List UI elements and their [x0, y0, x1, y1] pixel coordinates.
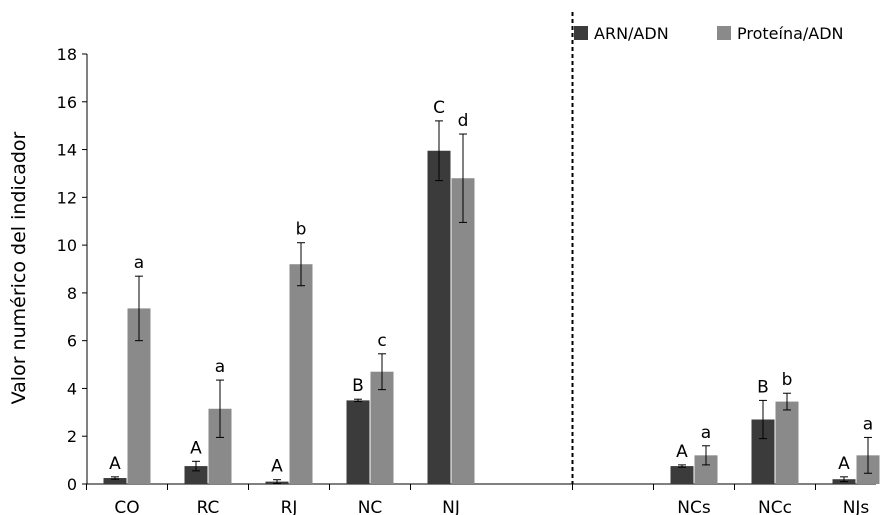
- legend-swatch: [717, 26, 731, 40]
- bar: [127, 308, 151, 484]
- significance-label: b: [782, 370, 793, 390]
- x-category-label: CO: [114, 498, 139, 515]
- bar: [346, 400, 370, 484]
- significance-label: c: [377, 331, 386, 351]
- bars-layer: [103, 150, 880, 484]
- significance-label: A: [271, 457, 283, 477]
- bar: [670, 466, 694, 484]
- significance-label: a: [134, 253, 144, 273]
- significance-label: B: [757, 377, 769, 397]
- y-axis-title: Valor numérico del indicador: [8, 131, 30, 404]
- x-category-label: NCs: [677, 498, 711, 515]
- y-tick-label: 10: [57, 236, 77, 255]
- error-bars-layer: [111, 120, 872, 485]
- y-tick-label: 16: [57, 93, 77, 112]
- y-tick-label: 2: [67, 427, 77, 446]
- bar: [103, 478, 127, 484]
- legend: ARN/ADN Proteína/ADN: [574, 24, 844, 43]
- bar: [775, 401, 799, 484]
- bar: [427, 150, 451, 484]
- significance-label: A: [838, 454, 850, 474]
- y-tick-label: 18: [57, 45, 77, 64]
- bar: [289, 264, 313, 484]
- y-tick-label: 0: [67, 475, 77, 494]
- legend-label: Proteína/ADN: [737, 24, 844, 43]
- significance-label: A: [109, 454, 121, 474]
- bar: [751, 419, 775, 484]
- x-category-label: NJ: [442, 498, 460, 515]
- significance-label: B: [352, 376, 364, 396]
- bar: [694, 455, 718, 484]
- y-tick-label: 12: [57, 188, 77, 207]
- significance-label: a: [215, 357, 225, 377]
- bar: [451, 178, 475, 484]
- y-tick-label: 4: [67, 379, 77, 398]
- significance-label: a: [863, 414, 873, 434]
- significance-label: a: [701, 423, 711, 443]
- labels-layer: AAABCABABaabcdabacCORCRJNCNJNCsNCcNJsNJc: [109, 98, 873, 515]
- x-category-label: NJs: [843, 498, 870, 515]
- y-tick-label: 14: [57, 141, 77, 160]
- x-category-label: NCc: [758, 498, 792, 515]
- significance-label: C: [433, 98, 445, 118]
- x-category-label: RC: [197, 498, 220, 515]
- x-category-label: NC: [358, 498, 383, 515]
- legend-swatch: [574, 26, 588, 40]
- legend-label: ARN/ADN: [594, 24, 669, 43]
- bar: [208, 408, 232, 484]
- significance-label: A: [676, 442, 688, 462]
- y-tick-label: 6: [67, 332, 77, 351]
- x-category-label: RJ: [281, 498, 298, 515]
- significance-label: b: [296, 220, 307, 240]
- y-tick-label: 8: [67, 284, 77, 303]
- bar: [184, 466, 208, 484]
- significance-label: A: [190, 438, 202, 458]
- bar: [370, 371, 394, 484]
- significance-label: d: [458, 111, 469, 131]
